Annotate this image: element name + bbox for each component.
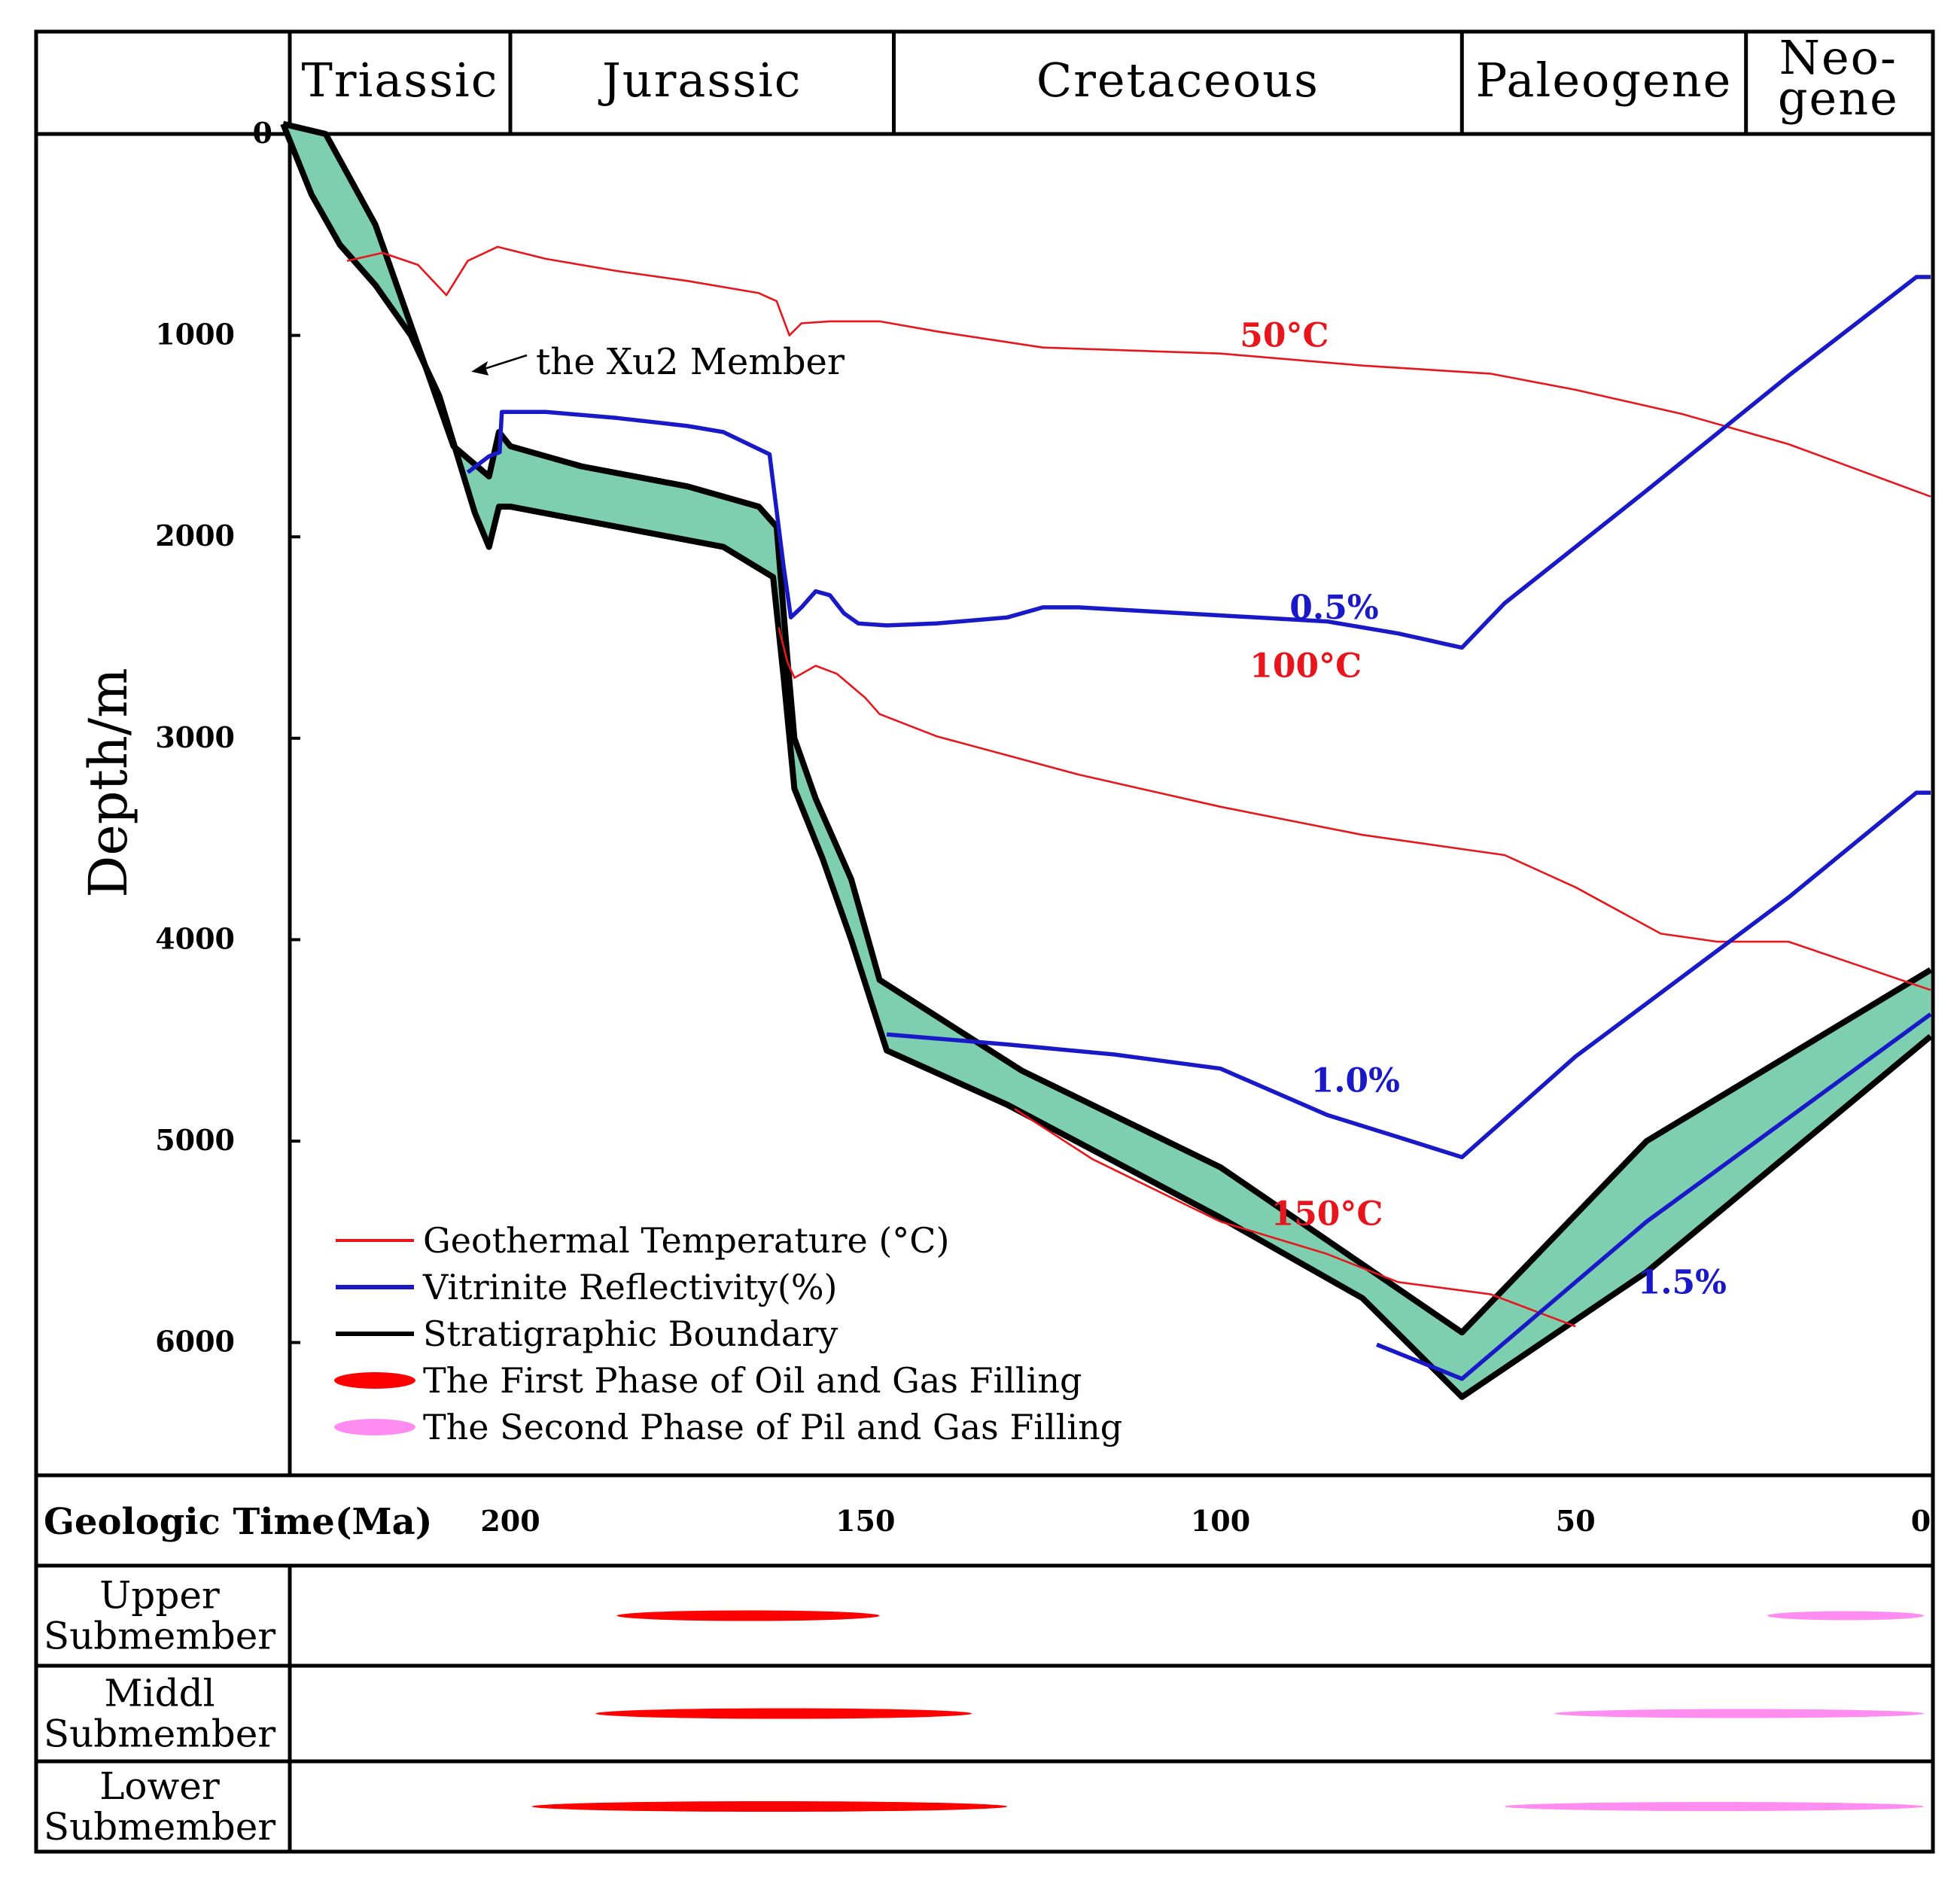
isotherm-line bbox=[778, 627, 1931, 991]
vitrinite-line bbox=[466, 275, 1931, 650]
legend-label: Geothermal Temperature (°C) bbox=[423, 1220, 949, 1261]
y-tick-label: 6000 bbox=[155, 1325, 235, 1359]
x-tick-label: 150 bbox=[835, 1504, 895, 1538]
isotherm-label: 150°C bbox=[1271, 1195, 1383, 1233]
first-phase-filling bbox=[595, 1708, 972, 1719]
period-label: Neo- bbox=[1779, 30, 1898, 85]
vitrinite-label: 1.0% bbox=[1311, 1062, 1400, 1100]
y-tick-label: 1000 bbox=[155, 318, 235, 352]
period-label: Jurassic bbox=[598, 53, 802, 108]
x-tick-label: 100 bbox=[1191, 1504, 1250, 1538]
y-axis: 0 1000 2000 3000 4000 5000 6000 Depth/m bbox=[78, 116, 300, 1359]
y-tick-label: 4000 bbox=[155, 921, 235, 955]
period-label: Cretaceous bbox=[1036, 53, 1319, 108]
x-axis: Geologic Time(Ma) 200 150 100 50 0 bbox=[44, 1501, 1931, 1543]
vitrinite-line bbox=[886, 790, 1931, 1160]
period-label: Triassic bbox=[302, 53, 499, 108]
legend-swatch bbox=[334, 1372, 415, 1389]
legend-label: The First Phase of Oil and Gas Filling bbox=[423, 1360, 1082, 1401]
y-tick-label: 5000 bbox=[155, 1123, 235, 1157]
y-axis-title: Depth/m bbox=[78, 668, 139, 898]
y-tick-label: 3000 bbox=[155, 720, 235, 754]
legend: Geothermal Temperature (°C) Vitrinite Ref… bbox=[334, 1220, 1122, 1447]
row-label: Upper bbox=[99, 1574, 220, 1618]
vitrinite-line bbox=[1376, 1012, 1932, 1381]
y-tick-label: 0 bbox=[253, 116, 272, 150]
isotherm-line bbox=[1014, 1108, 1576, 1328]
legend-swatch bbox=[334, 1419, 415, 1435]
annotation-leader bbox=[484, 354, 528, 370]
row-label: Middl bbox=[104, 1672, 215, 1715]
x-axis-title: Geologic Time(Ma) bbox=[44, 1501, 432, 1543]
plot-area: 50°C 100°C 150°C 0.5% 1.0% 1.5% the Xu2 Member bbox=[280, 120, 1933, 1400]
first-phase-filling bbox=[531, 1801, 1008, 1812]
legend-label: Vitrinite Reflectivity(%) bbox=[422, 1267, 837, 1307]
row-label: Submember bbox=[44, 1712, 275, 1756]
x-tick-label: 200 bbox=[480, 1504, 540, 1538]
y-tick-label: 2000 bbox=[155, 519, 235, 552]
legend-label: Stratigraphic Boundary bbox=[423, 1313, 838, 1354]
isotherm-label: 100°C bbox=[1249, 647, 1362, 685]
period-label: Paleogene bbox=[1476, 53, 1733, 108]
x-tick-label: 0 bbox=[1911, 1504, 1931, 1538]
xu2-member-annotation: the Xu2 Member bbox=[536, 341, 845, 383]
row-label: Submember bbox=[44, 1615, 275, 1658]
vitrinite-label: 0.5% bbox=[1289, 589, 1378, 627]
row-label: Submember bbox=[44, 1805, 275, 1849]
isotherm-label: 50°C bbox=[1240, 317, 1328, 355]
stratigraphic-boundary-lower bbox=[280, 123, 1933, 1400]
xu2-member-band bbox=[283, 123, 1931, 1397]
outer-border bbox=[34, 29, 1935, 1854]
period-label: gene bbox=[1778, 71, 1899, 126]
second-phase-filling bbox=[1554, 1709, 1924, 1718]
filling-rows: UpperSubmemberMiddlSubmemberLowerSubmemb… bbox=[44, 1574, 1924, 1849]
chart-frame bbox=[34, 29, 1935, 1854]
isotherm-line bbox=[346, 245, 1931, 498]
arrow-icon bbox=[471, 361, 489, 376]
vitrinite-label: 1.5% bbox=[1638, 1263, 1727, 1301]
period-header: Triassic Jurassic Cretaceous Paleogene Neo-g… bbox=[302, 30, 1899, 134]
second-phase-filling bbox=[1504, 1802, 1924, 1811]
second-phase-filling bbox=[1767, 1611, 1924, 1621]
first-phase-filling bbox=[616, 1610, 880, 1621]
row-label: Lower bbox=[99, 1764, 220, 1808]
x-tick-label: 50 bbox=[1556, 1504, 1596, 1538]
legend-label: The Second Phase of Pil and Gas Filling bbox=[423, 1407, 1122, 1447]
